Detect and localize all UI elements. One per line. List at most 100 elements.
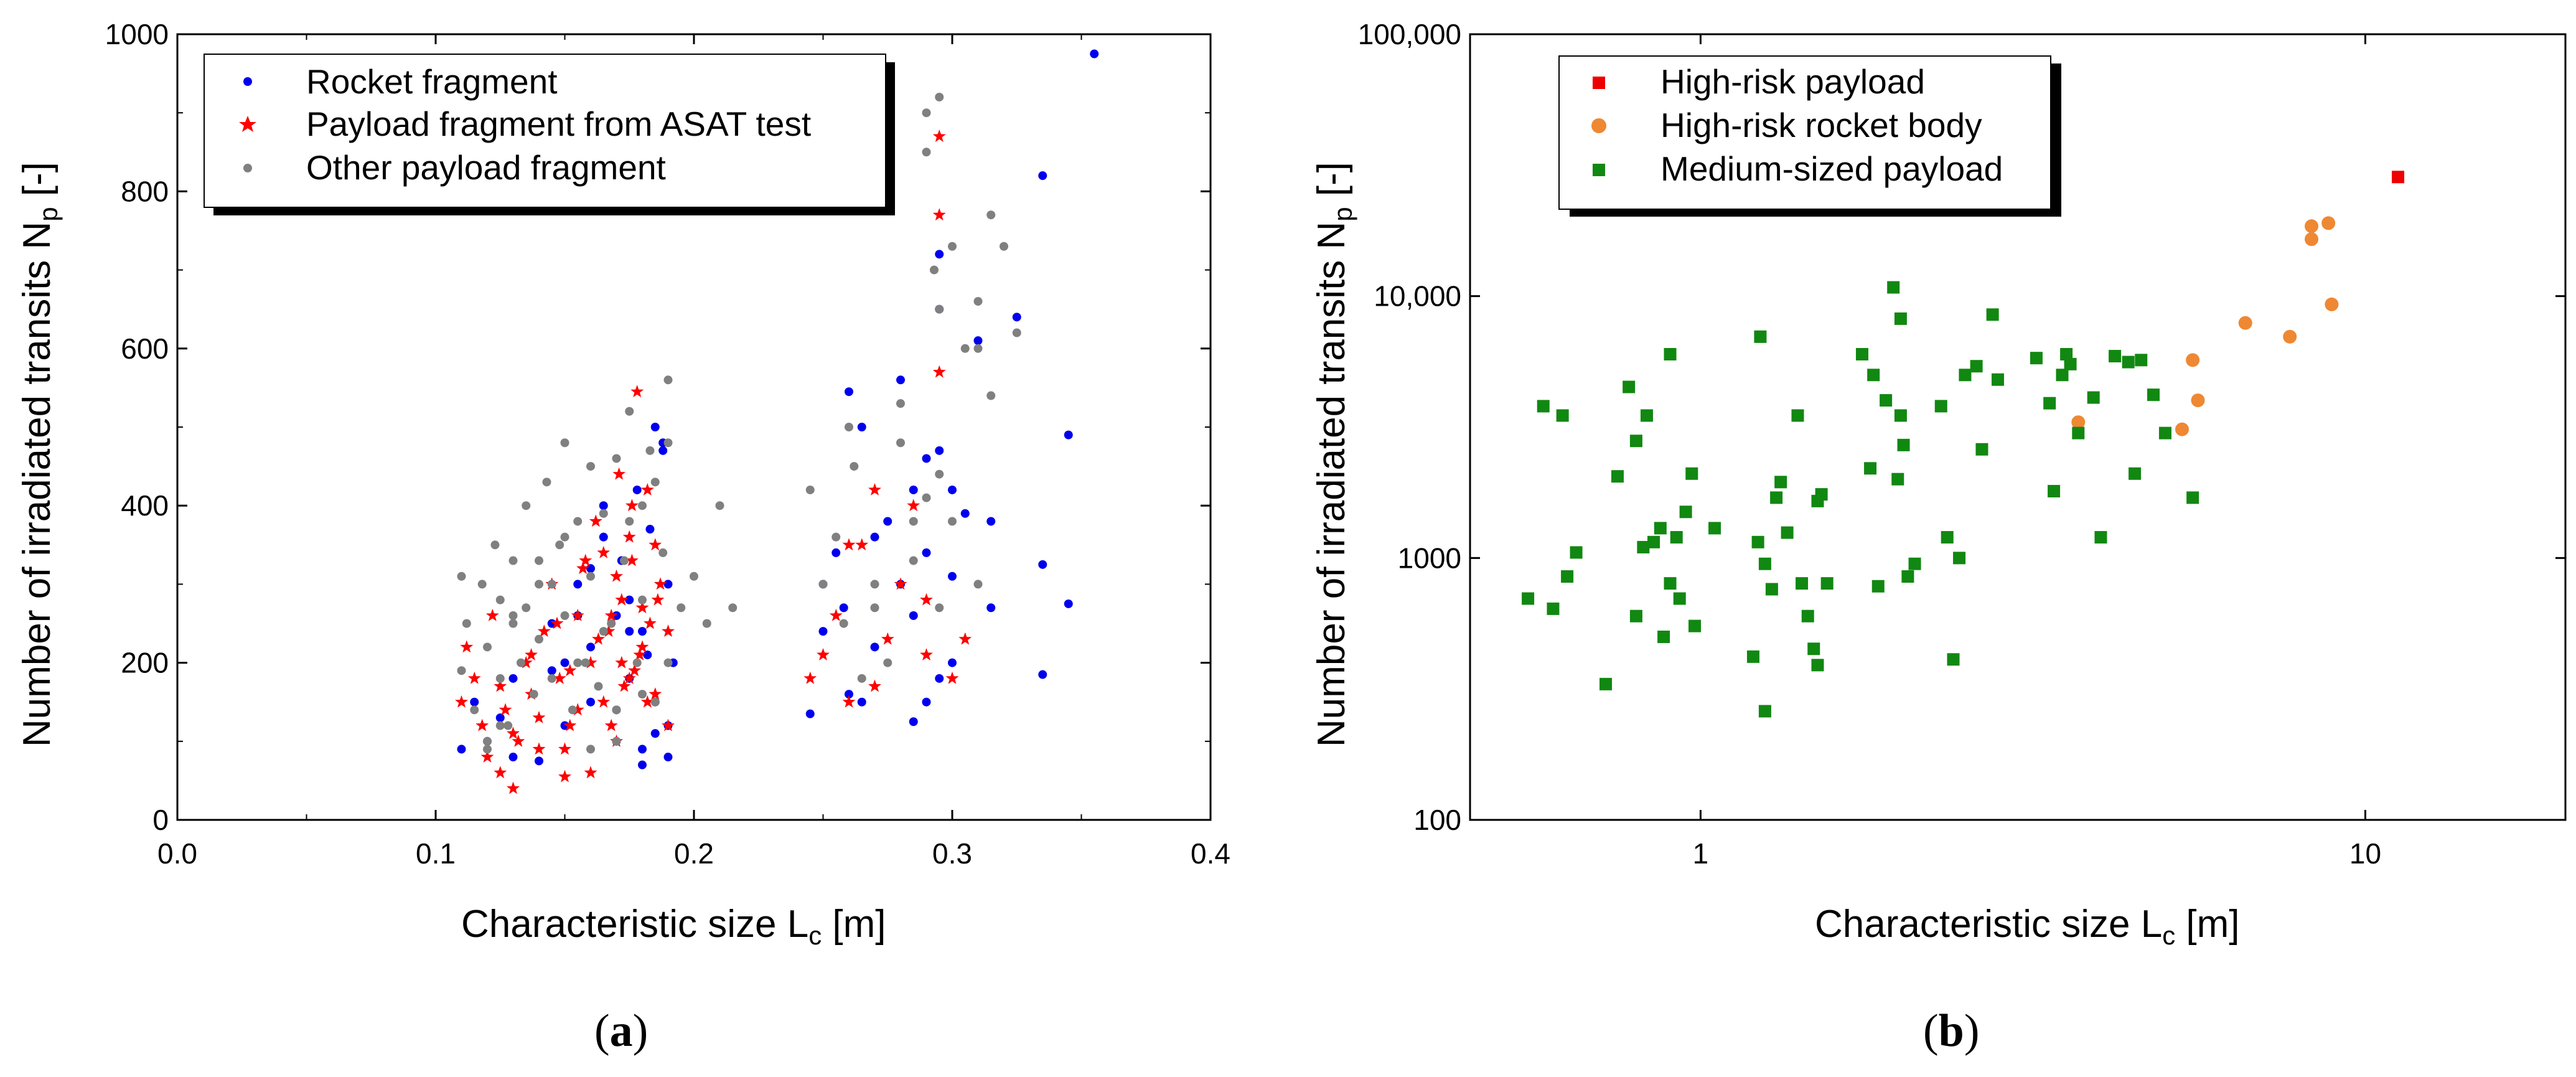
data-point-medium-sized-payload [1647,535,1660,548]
data-point-medium-sized-payload [1811,659,1824,672]
data-point-other-payload-fragment [638,595,647,604]
data-point-rocket-fragment [508,753,518,762]
data-point-medium-sized-payload [1708,522,1721,535]
data-point-payload-fragment-from-asat-test [584,766,597,779]
data-point-payload-fragment-from-asat-test [932,208,946,221]
data-point-rocket-fragment [599,532,608,542]
data-point-rocket-fragment [986,517,996,526]
data-point-payload-fragment-from-asat-test [494,766,507,779]
data-point-payload-fragment-from-asat-test [485,608,499,621]
data-point-medium-sized-payload [1820,577,1834,590]
data-point-other-payload-fragment [638,690,647,699]
data-point-medium-sized-payload [1871,580,1885,593]
data-point-payload-fragment-from-asat-test [817,648,830,661]
data-point-medium-sized-payload [1781,526,1794,539]
data-point-payload-fragment-from-asat-test [649,538,662,551]
data-point-other-payload-fragment [612,705,621,715]
data-point-rocket-fragment [599,501,608,510]
legend-label-medium-payload: Medium-sized payload [1660,149,2003,188]
data-point-rocket-fragment [831,548,841,557]
data-point-medium-sized-payload [1670,531,1683,544]
data-point-other-payload-fragment [586,745,595,754]
data-point-payload-fragment-from-asat-test [558,769,571,783]
data-point-other-payload-fragment [508,619,518,628]
data-point-medium-sized-payload [1880,394,1893,407]
data-point-medium-sized-payload [2060,347,2073,360]
data-point-payload-fragment-from-asat-test [576,562,589,575]
data-point-payload-fragment-from-asat-test [589,514,602,527]
data-point-medium-sized-payload [1623,380,1636,393]
data-point-rocket-fragment [573,580,583,589]
data-point-medium-sized-payload [1751,535,1764,548]
data-point-rocket-fragment [1038,670,1047,679]
data-point-other-payload-fragment [573,517,583,526]
data-point-payload-fragment-from-asat-test [475,718,489,731]
data-point-rocket-fragment [935,446,944,455]
data-point-high-risk-rocket-body [2175,422,2189,436]
y-tick-label: 0 [152,804,169,836]
data-point-payload-fragment-from-asat-test [649,687,662,700]
data-point-other-payload-fragment [632,658,642,667]
data-point-medium-sized-payload [2135,354,2148,367]
data-point-medium-sized-payload [1774,476,1787,489]
data-point-payload-fragment-from-asat-test [640,695,654,708]
data-point-other-payload-fragment [728,603,738,613]
data-point-other-payload-fragment [663,375,673,385]
data-point-payload-fragment-from-asat-test [635,601,649,614]
data-point-other-payload-fragment [922,108,931,118]
data-point-payload-fragment-from-asat-test [571,703,584,716]
data-point-other-payload-fragment [586,571,595,581]
axis-ticks-a: 0.0 0.1 0.2 0.3 0.4 0 200 400 600 800 1000 [105,18,1230,870]
data-point-payload-fragment-from-asat-test [507,781,520,794]
data-point-other-payload-fragment [625,517,634,526]
data-point-rocket-fragment [986,603,996,613]
data-point-payload-fragment-from-asat-test [662,624,675,637]
data-point-rocket-fragment [645,525,655,534]
y-tick-label: 10,000 [1374,280,1461,313]
data-point-medium-sized-payload [1522,592,1535,605]
data-point-other-payload-fragment [508,556,518,565]
data-point-other-payload-fragment [457,666,466,675]
data-point-payload-fragment-from-asat-test [455,695,468,708]
data-point-other-payload-fragment [612,736,621,746]
data-point-other-payload-fragment [645,446,655,455]
data-point-other-payload-fragment [490,540,500,550]
data-point-medium-sized-payload [1685,467,1698,480]
data-point-rocket-fragment [922,548,931,557]
data-point-other-payload-fragment [909,556,918,565]
data-point-payload-fragment-from-asat-test [467,671,481,684]
data-point-medium-sized-payload [1640,409,1653,422]
data-point-other-payload-fragment [986,210,996,220]
data-point-payload-fragment-from-asat-test [615,656,629,669]
data-point-rocket-fragment [638,760,647,769]
data-point-medium-sized-payload [1537,400,1550,413]
legend-label-other-fragment: Other payload fragment [306,148,666,187]
data-point-payload-fragment-from-asat-test [907,499,920,512]
data-point-payload-fragment-from-asat-test [920,593,933,606]
data-point-other-payload-fragment [625,407,634,416]
data-point-medium-sized-payload [1953,552,1966,565]
data-point-other-payload-fragment [922,493,931,502]
data-point-rocket-fragment [870,642,879,652]
data-point-payload-fragment-from-asat-test [532,742,546,755]
legend-marker-rocket-fragment [243,77,252,86]
data-point-payload-fragment-from-asat-test [592,632,605,645]
data-point-medium-sized-payload [1975,443,1988,456]
data-point-payload-fragment-from-asat-test [550,616,564,629]
data-point-high-risk-rocket-body [2071,415,2086,430]
data-point-rocket-fragment [973,336,983,346]
data-point-payload-fragment-from-asat-test [553,671,566,684]
data-point-other-payload-fragment [650,477,660,487]
data-point-other-payload-fragment [581,658,590,667]
data-point-other-payload-fragment [870,603,879,613]
data-point-other-payload-fragment [870,580,879,589]
data-point-other-payload-fragment [560,611,569,620]
data-point-other-payload-fragment [818,580,828,589]
data-point-rocket-fragment [870,532,879,542]
y-tick-label: 600 [121,332,169,365]
data-point-medium-sized-payload [1947,653,1960,666]
data-point-other-payload-fragment [986,391,996,400]
data-point-rocket-fragment [948,485,957,494]
data-point-other-payload-fragment [935,304,944,314]
data-point-high-risk-rocket-body [2191,393,2205,408]
